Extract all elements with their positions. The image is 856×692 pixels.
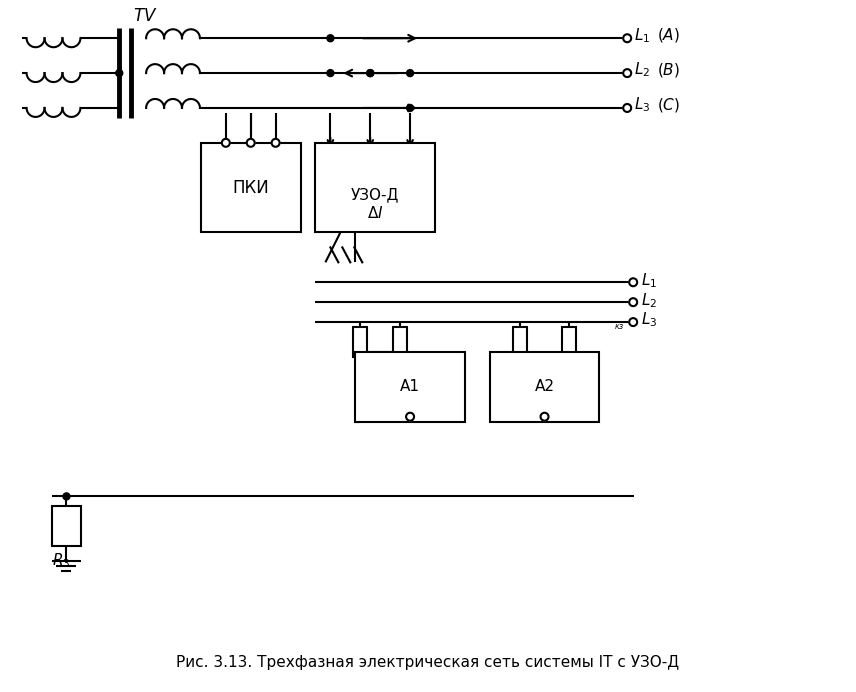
Text: УЗО-Д: УЗО-Д: [351, 187, 400, 202]
Circle shape: [327, 70, 334, 77]
FancyBboxPatch shape: [354, 327, 367, 357]
Text: A2: A2: [534, 379, 555, 394]
Circle shape: [366, 70, 374, 77]
Circle shape: [623, 104, 631, 112]
FancyBboxPatch shape: [355, 352, 465, 421]
Text: F: F: [354, 358, 362, 372]
Circle shape: [366, 70, 374, 77]
FancyBboxPatch shape: [201, 143, 300, 233]
Text: $_{кз}$: $_{кз}$: [615, 322, 625, 332]
Text: $\Delta I$: $\Delta I$: [367, 205, 383, 221]
Text: $TV$: $TV$: [134, 8, 158, 26]
Text: Рис. 3.13. Трехфазная электрическая сеть системы IT с УЗО-Д: Рис. 3.13. Трехфазная электрическая сеть…: [176, 655, 680, 671]
Circle shape: [222, 139, 229, 147]
Circle shape: [407, 70, 413, 77]
Circle shape: [629, 318, 637, 326]
Circle shape: [540, 412, 549, 421]
Circle shape: [63, 493, 70, 500]
Text: $L_1$: $L_1$: [641, 271, 657, 290]
Circle shape: [116, 70, 122, 77]
Circle shape: [629, 298, 637, 306]
Circle shape: [407, 104, 413, 111]
Circle shape: [629, 278, 637, 286]
Text: $L_1$: $L_1$: [634, 26, 651, 44]
FancyBboxPatch shape: [490, 352, 599, 421]
Circle shape: [327, 35, 334, 42]
Text: $L_2$: $L_2$: [634, 61, 651, 80]
FancyBboxPatch shape: [51, 507, 81, 546]
Text: $(A)$: $(A)$: [657, 26, 680, 44]
FancyBboxPatch shape: [513, 327, 526, 357]
FancyBboxPatch shape: [562, 327, 576, 357]
Text: $(C)$: $(C)$: [657, 96, 681, 114]
Text: F: F: [566, 358, 574, 372]
Circle shape: [406, 412, 414, 421]
FancyBboxPatch shape: [393, 327, 407, 357]
Circle shape: [247, 139, 255, 147]
Text: $L_3$: $L_3$: [641, 311, 657, 329]
Text: $L_3$: $L_3$: [634, 95, 651, 114]
Text: $(B)$: $(B)$: [657, 61, 680, 79]
Text: $L_2$: $L_2$: [641, 291, 657, 309]
Circle shape: [623, 69, 631, 77]
Text: A1: A1: [400, 379, 420, 394]
FancyBboxPatch shape: [316, 143, 435, 233]
Circle shape: [623, 35, 631, 42]
Text: ПКИ: ПКИ: [232, 179, 269, 197]
Text: $R_3$: $R_3$: [51, 551, 70, 570]
Circle shape: [271, 139, 280, 147]
